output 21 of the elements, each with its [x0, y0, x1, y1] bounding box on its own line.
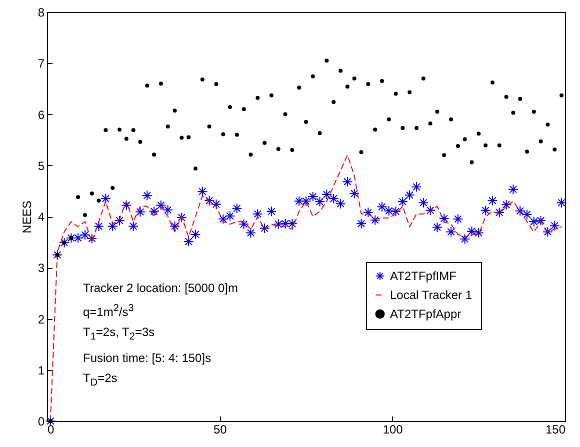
annotation: T$_{D}$=2s: [83, 370, 118, 391]
annotation: Tracker 2 location: [5000 0]m: [83, 280, 238, 297]
annotation: q=1m$^{2}$/s$^{3}$: [83, 302, 135, 320]
annotation: Fusion time: [5: 4: 150]s: [83, 350, 212, 367]
x-tick-label: 100: [382, 422, 404, 436]
y-tick-label: 7: [38, 56, 45, 71]
x-tick-label: 50: [213, 422, 228, 436]
legend-label: AT2TFpfIMF: [390, 269, 456, 283]
annotation: T$_{1}$=2s, T$_{2}$=3s: [83, 324, 156, 344]
x-tick-label: 0: [48, 422, 54, 436]
y-tick-label: 6: [38, 108, 45, 122]
y-tick-label: 3: [38, 261, 45, 276]
y-tick-label: 2: [38, 312, 45, 326]
x-tick-label: 150: [545, 422, 566, 436]
legend-label: Local Tracker 1: [390, 288, 472, 302]
y-axis-title: NEES: [20, 200, 34, 234]
y-tick-label: 5: [38, 158, 45, 173]
y-tick-label: 4: [38, 210, 45, 224]
legend-label: AT2TFpfAppr: [390, 307, 462, 321]
y-tick-label: 8: [38, 6, 45, 20]
y-tick-label: 1: [38, 363, 45, 378]
